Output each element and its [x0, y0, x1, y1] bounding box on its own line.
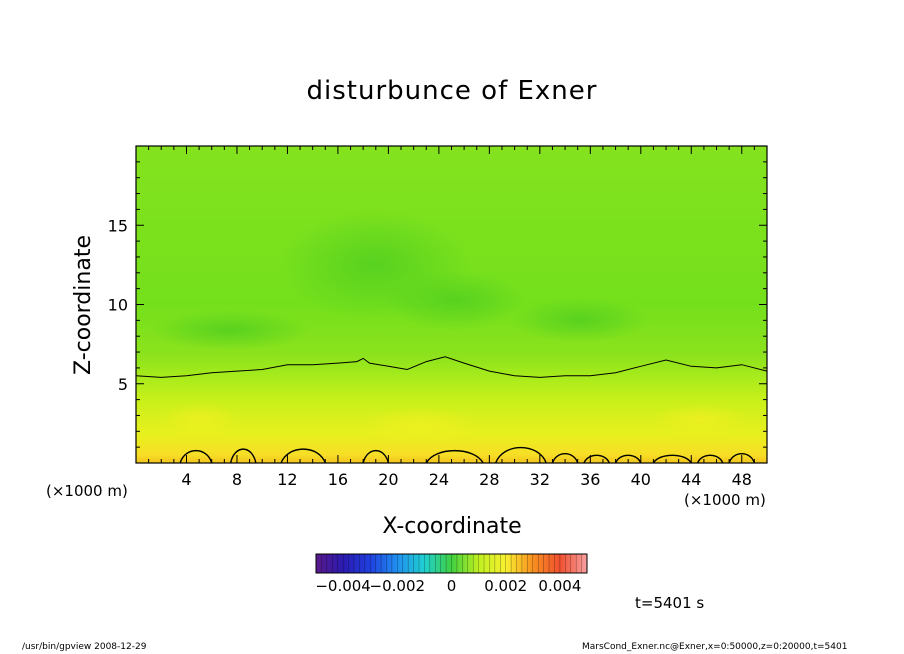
- x-tick-label: 44: [681, 470, 701, 489]
- heatmap-field: [136, 146, 767, 463]
- footer-left: /usr/bin/gpview 2008-12-29: [22, 642, 147, 652]
- colorbar-tick-label: −0.002: [370, 577, 426, 595]
- y-tick-label: 5: [118, 375, 128, 394]
- colorbar-divisions: [321, 554, 582, 573]
- x-tick-label: 40: [631, 470, 651, 489]
- x-tick-label: 36: [580, 470, 600, 489]
- x-axis-ticks: 4 8 12 16 20 24 28 32 36 40 44 48: [148, 146, 755, 489]
- x-tick-label: 24: [429, 470, 449, 489]
- colorbar-tick-label: 0.002: [484, 577, 527, 595]
- x-tick-label: 32: [530, 470, 550, 489]
- contour-line-lower: [179, 447, 756, 464]
- contour-line-upper: [135, 356, 768, 378]
- x-axis-label: X-coordinate: [382, 514, 522, 539]
- colorbar-tick-label: 0: [447, 577, 457, 595]
- x-tick-label: 48: [732, 470, 752, 489]
- footer-right: MarsCond_Exner.nc@Exner,x=0:50000,z=0:20…: [582, 642, 848, 652]
- chart-title: disturbunce of Exner: [306, 76, 598, 106]
- time-label: t=5401 s: [635, 594, 705, 612]
- x-tick-label: 16: [328, 470, 348, 489]
- y-tick-label: 15: [108, 216, 128, 235]
- y-axis-ticks: 5 10 15: [108, 161, 767, 448]
- x-tick-label: 20: [378, 470, 398, 489]
- x-unit-label-left: (×1000 m): [46, 482, 128, 500]
- x-tick-label: 28: [479, 470, 499, 489]
- x-tick-label: 12: [277, 470, 297, 489]
- y-tick-label: 10: [108, 296, 128, 315]
- colorbar-ticks: −0.004−0.002 0 0.002 0.004: [315, 577, 581, 595]
- colorbar-tick-label: 0.004: [538, 577, 581, 595]
- colorbar-tick-label: −0.004: [315, 577, 371, 595]
- x-tick-label: 4: [181, 470, 191, 489]
- y-axis-label: Z-coordinate: [71, 235, 96, 375]
- x-tick-label: 8: [232, 470, 242, 489]
- x-unit-label-right: (×1000 m): [684, 491, 766, 509]
